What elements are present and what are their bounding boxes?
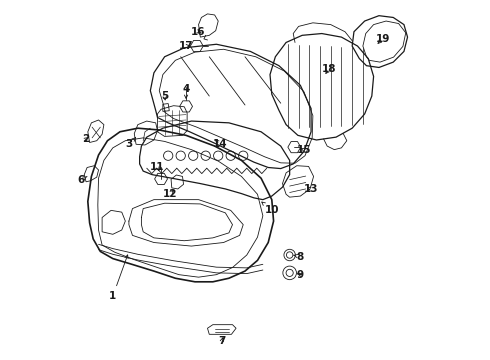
Text: 13: 13 (304, 184, 318, 194)
Text: 2: 2 (82, 134, 90, 144)
Text: 11: 11 (150, 162, 165, 172)
Text: 5: 5 (161, 91, 168, 101)
Text: 9: 9 (297, 270, 304, 280)
Text: 10: 10 (262, 202, 279, 215)
Text: 8: 8 (294, 252, 304, 262)
Text: 4: 4 (182, 84, 190, 98)
Text: 16: 16 (191, 27, 206, 37)
Text: 17: 17 (179, 41, 194, 51)
Text: 15: 15 (296, 145, 311, 155)
Text: 7: 7 (218, 337, 225, 346)
Text: 19: 19 (375, 34, 390, 44)
Text: 3: 3 (125, 138, 136, 149)
Text: 18: 18 (322, 64, 336, 74)
Text: 12: 12 (163, 189, 177, 199)
Text: 6: 6 (77, 175, 87, 185)
Text: 14: 14 (213, 139, 227, 149)
Text: 1: 1 (109, 255, 128, 301)
